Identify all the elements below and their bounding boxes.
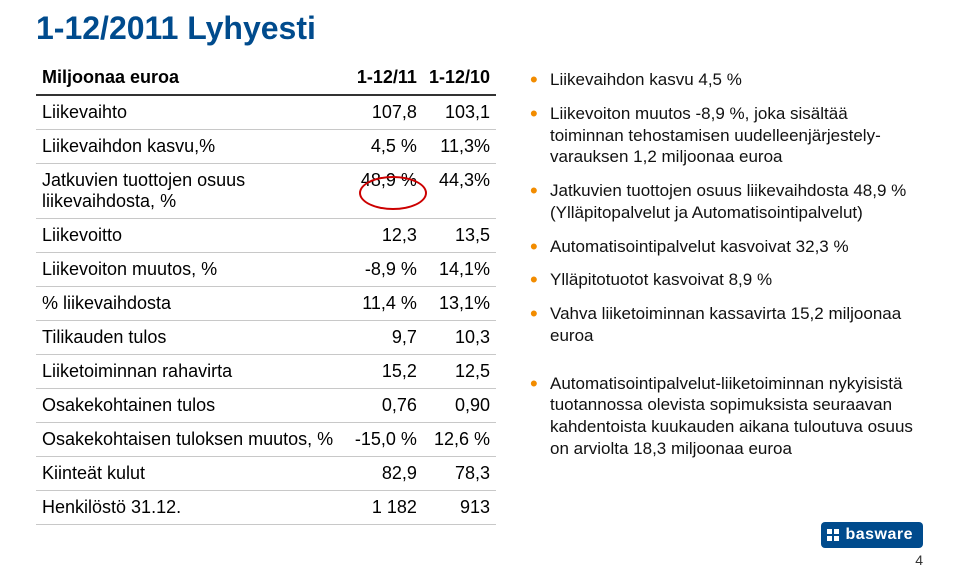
- bullet-item: Vahva liiketoiminnan kassavirta 15,2 mil…: [530, 303, 923, 347]
- table-row: Jatkuvien tuottojen osuus liikevaihdosta…: [36, 164, 496, 219]
- summary-table: Miljoonaa euroa 1-12/11 1-12/10 Liikevai…: [36, 61, 496, 525]
- value-prior: 913: [423, 491, 496, 525]
- metric-label: Liikevaihto: [36, 95, 349, 130]
- value-prior: 10,3: [423, 321, 496, 355]
- value-prior: 14,1%: [423, 253, 496, 287]
- value-current: 11,4 %: [349, 287, 423, 321]
- value-prior: 44,3%: [423, 164, 496, 219]
- value-current: 82,9: [349, 457, 423, 491]
- page-number: 4: [821, 552, 923, 568]
- value-current: 4,5 %: [349, 130, 423, 164]
- table-row: Liikevaihto107,8103,1: [36, 95, 496, 130]
- value-prior: 0,90: [423, 389, 496, 423]
- metric-label: Kiinteät kulut: [36, 457, 349, 491]
- metric-label: Liikevoitto: [36, 219, 349, 253]
- value-current: 15,2: [349, 355, 423, 389]
- metric-label: Henkilöstö 31.12.: [36, 491, 349, 525]
- value-current: 48,9 %: [349, 164, 423, 219]
- col-header-prior: 1-12/10: [423, 61, 496, 95]
- value-prior: 12,5: [423, 355, 496, 389]
- metric-label: Osakekohtainen tulos: [36, 389, 349, 423]
- bullet-item: Ylläpitotuotot kasvoivat 8,9 %: [530, 269, 923, 291]
- metric-label: Liiketoiminnan rahavirta: [36, 355, 349, 389]
- table-header-row: Miljoonaa euroa 1-12/11 1-12/10: [36, 61, 496, 95]
- bullet-list: Liikevaihdon kasvu 4,5 % Liikevoiton muut…: [530, 69, 923, 460]
- slide-footer: basware 4: [821, 521, 923, 568]
- basware-logo: basware: [821, 522, 923, 548]
- table-row: Liikevaihdon kasvu,%4,5 %11,3%: [36, 130, 496, 164]
- value-current: 1 182: [349, 491, 423, 525]
- table-panel: Miljoonaa euroa 1-12/11 1-12/10 Liikevai…: [36, 61, 496, 525]
- value-prior: 13,1%: [423, 287, 496, 321]
- metric-label: Tilikauden tulos: [36, 321, 349, 355]
- logo-squares-icon: [827, 529, 839, 541]
- metric-label: Jatkuvien tuottojen osuus liikevaihdosta…: [36, 164, 349, 219]
- value-current: 107,8: [349, 95, 423, 130]
- table-row: Kiinteät kulut82,978,3: [36, 457, 496, 491]
- slide: 1-12/2011 Lyhyesti Miljoonaa euroa 1-12/…: [0, 0, 959, 582]
- value-current: 12,3: [349, 219, 423, 253]
- bullet-item: Automatisointipalvelut-liiketoiminnan ny…: [530, 373, 923, 460]
- value-prior: 103,1: [423, 95, 496, 130]
- table-row: Liikevoitto12,313,5: [36, 219, 496, 253]
- value-prior: 12,6 %: [423, 423, 496, 457]
- bullets-panel: Liikevaihdon kasvu 4,5 % Liikevoiton muut…: [530, 61, 923, 525]
- page-title: 1-12/2011 Lyhyesti: [36, 10, 923, 47]
- table-wrap: Miljoonaa euroa 1-12/11 1-12/10 Liikevai…: [36, 61, 496, 525]
- value-prior: 11,3%: [423, 130, 496, 164]
- bullet-item: Liikevoiton muutos -8,9 %, joka sisältää…: [530, 103, 923, 168]
- col-header-metric: Miljoonaa euroa: [36, 61, 349, 95]
- table-row: % liikevaihdosta11,4 %13,1%: [36, 287, 496, 321]
- col-header-current: 1-12/11: [349, 61, 423, 95]
- table-row: Tilikauden tulos9,710,3: [36, 321, 496, 355]
- table-body: Liikevaihto107,8103,1Liikevaihdon kasvu,…: [36, 95, 496, 525]
- value-prior: 78,3: [423, 457, 496, 491]
- value-current: 0,76: [349, 389, 423, 423]
- bullet-item: Liikevaihdon kasvu 4,5 %: [530, 69, 923, 91]
- value-current: -15,0 %: [349, 423, 423, 457]
- value-current: 9,7: [349, 321, 423, 355]
- metric-label: Osakekohtaisen tuloksen muutos, %: [36, 423, 349, 457]
- table-row: Liiketoiminnan rahavirta15,212,5: [36, 355, 496, 389]
- content-area: Miljoonaa euroa 1-12/11 1-12/10 Liikevai…: [36, 61, 923, 525]
- table-row: Osakekohtainen tulos0,760,90: [36, 389, 496, 423]
- value-current: -8,9 %: [349, 253, 423, 287]
- bullet-item: Automatisointipalvelut kasvoivat 32,3 %: [530, 236, 923, 258]
- logo-text: basware: [845, 526, 913, 544]
- value-prior: 13,5: [423, 219, 496, 253]
- metric-label: % liikevaihdosta: [36, 287, 349, 321]
- table-row: Liikevoiton muutos, %-8,9 %14,1%: [36, 253, 496, 287]
- bullet-item: Jatkuvien tuottojen osuus liikevaihdosta…: [530, 180, 923, 224]
- table-row: Osakekohtaisen tuloksen muutos, %-15,0 %…: [36, 423, 496, 457]
- table-row: Henkilöstö 31.12.1 182913: [36, 491, 496, 525]
- metric-label: Liikevaihdon kasvu,%: [36, 130, 349, 164]
- metric-label: Liikevoiton muutos, %: [36, 253, 349, 287]
